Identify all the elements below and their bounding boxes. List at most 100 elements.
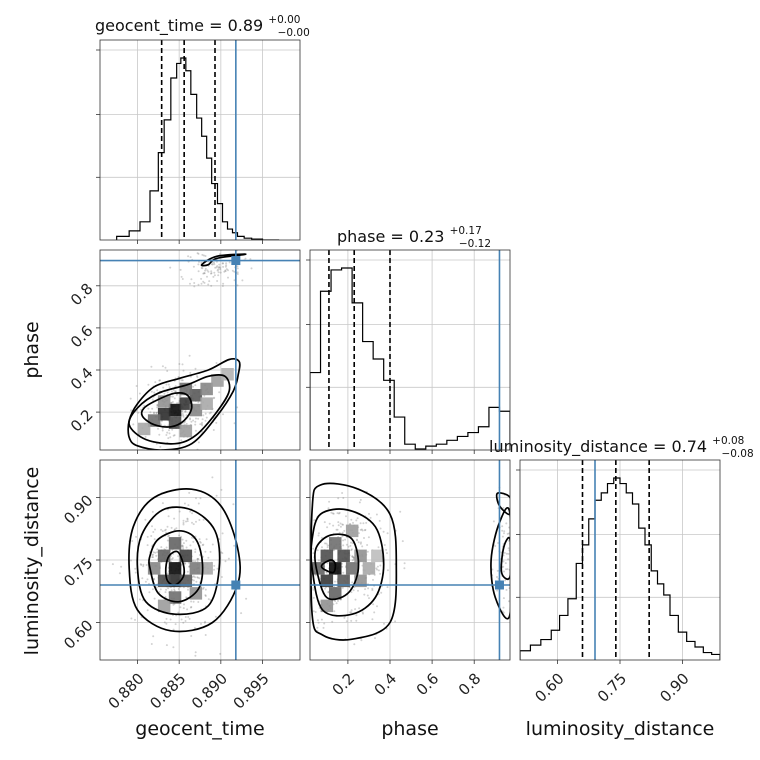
sample-point bbox=[376, 565, 379, 568]
sample-point bbox=[192, 419, 195, 422]
sample-point bbox=[181, 544, 184, 547]
sample-point bbox=[210, 411, 212, 414]
sample-point bbox=[317, 559, 320, 562]
sample-point bbox=[218, 253, 221, 256]
sample-point bbox=[156, 406, 159, 409]
sample-point bbox=[130, 559, 132, 562]
sample-point bbox=[167, 383, 170, 386]
sample-point bbox=[323, 622, 326, 625]
sample-point bbox=[359, 528, 362, 531]
sample-point bbox=[343, 529, 346, 532]
sample-point bbox=[496, 569, 499, 572]
sample-point bbox=[193, 282, 196, 284]
sample-point bbox=[170, 589, 173, 592]
sample-point bbox=[196, 252, 199, 255]
sample-point bbox=[502, 606, 505, 609]
sample-point bbox=[120, 565, 123, 568]
sample-point bbox=[236, 265, 239, 268]
sample-point bbox=[225, 264, 228, 267]
sample-point bbox=[183, 502, 186, 505]
sample-point bbox=[202, 280, 205, 283]
sample-point bbox=[361, 611, 364, 614]
sample-point bbox=[135, 385, 138, 387]
sample-point bbox=[189, 418, 192, 421]
sample-point bbox=[331, 512, 334, 515]
sample-point bbox=[152, 635, 155, 638]
sample-point bbox=[182, 547, 185, 550]
sample-point bbox=[194, 551, 197, 553]
sample-point bbox=[356, 517, 359, 520]
sample-point bbox=[172, 628, 175, 631]
sample-point bbox=[371, 587, 374, 590]
density-cell bbox=[371, 549, 384, 563]
sample-point bbox=[505, 552, 508, 555]
sample-point bbox=[166, 431, 169, 434]
sample-point bbox=[355, 614, 358, 617]
xlabel-luminosity-distance: luminosity_distance bbox=[526, 718, 715, 740]
sample-point bbox=[337, 512, 340, 515]
sample-point bbox=[158, 433, 161, 436]
sample-point bbox=[143, 404, 146, 407]
sample-point bbox=[194, 420, 197, 423]
sample-point bbox=[205, 416, 208, 419]
sample-point bbox=[383, 544, 386, 546]
sample-point bbox=[513, 527, 515, 529]
sample-point bbox=[296, 515, 298, 517]
density-cell bbox=[345, 524, 359, 538]
sample-point bbox=[208, 412, 211, 415]
sample-point bbox=[502, 506, 505, 509]
sample-point bbox=[221, 552, 224, 555]
sample-point bbox=[236, 267, 239, 270]
sample-point bbox=[189, 256, 192, 259]
sample-point bbox=[362, 522, 365, 525]
sample-point bbox=[174, 390, 177, 393]
sample-point bbox=[150, 390, 153, 393]
sample-point bbox=[210, 272, 213, 275]
sample-point bbox=[359, 542, 362, 545]
histogram-step bbox=[520, 477, 720, 660]
sample-point bbox=[225, 262, 228, 265]
sample-point bbox=[328, 500, 331, 503]
sample-point bbox=[199, 423, 202, 426]
sample-point bbox=[212, 397, 215, 400]
sample-point bbox=[245, 597, 248, 600]
contour-line bbox=[140, 392, 193, 428]
sample-point bbox=[159, 588, 162, 591]
sample-point bbox=[375, 567, 378, 570]
sample-point bbox=[312, 552, 315, 555]
sample-point bbox=[204, 588, 207, 591]
sample-point bbox=[365, 521, 368, 524]
sample-point bbox=[131, 540, 134, 542]
sample-point bbox=[187, 588, 189, 591]
panel-frame bbox=[309, 249, 511, 451]
grid bbox=[100, 40, 300, 240]
grid bbox=[520, 460, 720, 660]
sample-point bbox=[182, 369, 185, 372]
sample-point bbox=[210, 284, 213, 287]
sample-point bbox=[503, 551, 506, 554]
sample-point bbox=[212, 275, 215, 278]
sample-point bbox=[357, 541, 360, 544]
sample-point bbox=[347, 545, 350, 548]
sample-point bbox=[195, 497, 197, 500]
sample-point bbox=[232, 503, 235, 506]
sample-point bbox=[355, 519, 358, 522]
sample-point bbox=[187, 561, 190, 564]
sample-point bbox=[351, 581, 354, 584]
sample-point bbox=[240, 612, 243, 615]
sample-point bbox=[185, 539, 188, 542]
ylabel-phase: phase bbox=[21, 321, 43, 378]
sample-point bbox=[172, 434, 175, 437]
x-tick-label: 0.4 bbox=[371, 670, 401, 700]
sample-point bbox=[146, 535, 149, 538]
sample-point bbox=[150, 535, 153, 537]
sample-point bbox=[184, 562, 187, 565]
sample-point bbox=[181, 544, 184, 547]
sample-point bbox=[213, 263, 216, 266]
sample-point bbox=[165, 622, 168, 625]
sample-point bbox=[160, 420, 163, 423]
contour-line bbox=[200, 253, 247, 267]
sample-point bbox=[352, 589, 355, 592]
density-cell bbox=[337, 549, 350, 563]
contour-line bbox=[313, 533, 360, 601]
